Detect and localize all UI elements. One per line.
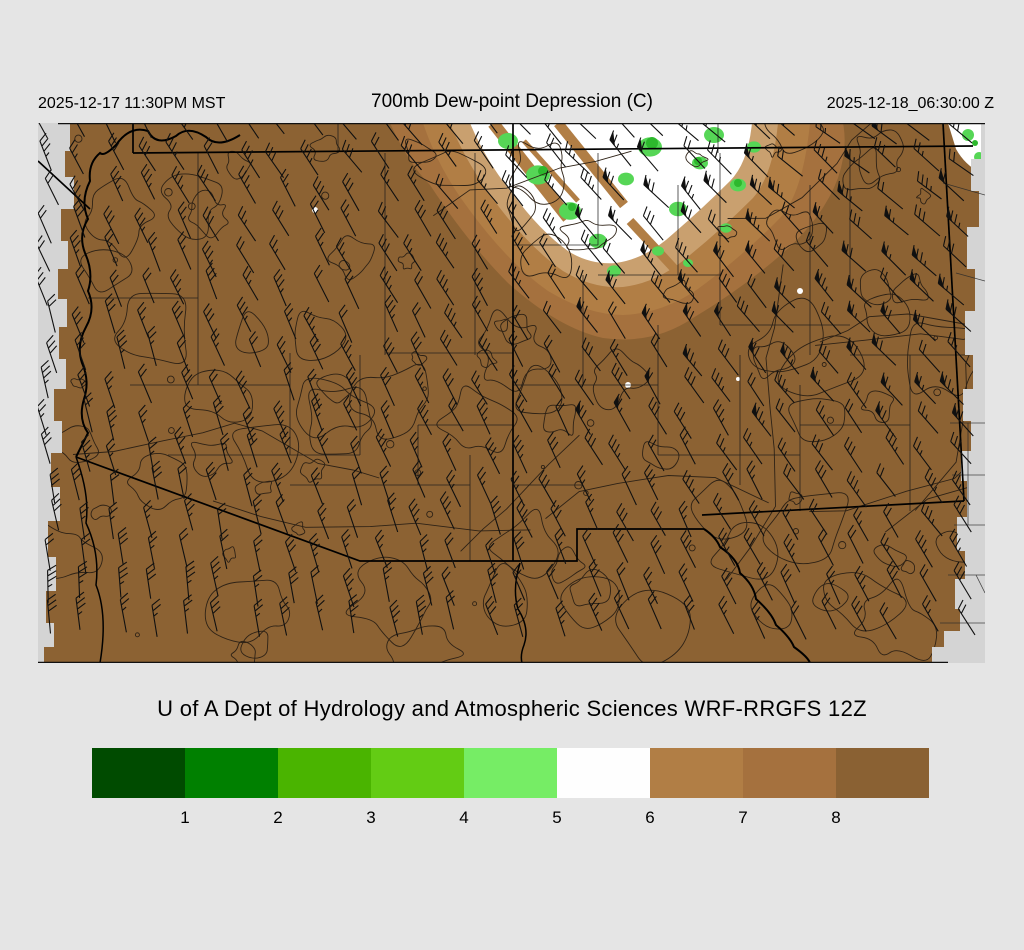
colorbar-tick-label: 7 (738, 808, 748, 827)
wind-barbs (38, 123, 976, 640)
colorbar-tick-label: 3 (366, 808, 376, 827)
border-37N (132, 145, 974, 154)
colorbar-tick-label: 4 (459, 808, 469, 827)
border-nm-tx (701, 500, 965, 516)
colorbar-tick-label: 8 (831, 808, 841, 827)
colorbar-segment (836, 748, 929, 798)
rio-grande (703, 528, 811, 663)
county-lines (88, 123, 968, 561)
colorado-river (75, 128, 241, 458)
colorbar-segment (650, 748, 743, 798)
border-nv-ca (38, 160, 91, 210)
colorbar-segment (185, 748, 278, 798)
colorbar-segment (743, 748, 836, 798)
colorbar-segment (371, 748, 464, 798)
colorbar-segment (464, 748, 557, 798)
colorbar-tick-labels: 1 2 3 4 5 6 7 8 (92, 798, 929, 832)
forecast-map-graphic (38, 123, 985, 663)
colorbar-tick-label: 1 (180, 808, 190, 827)
plot-title: 700mb Dew-point Depression (C) (371, 91, 653, 112)
plot-frame (38, 123, 985, 663)
colorbar-tick-label: 6 (645, 808, 655, 827)
border-mexico (75, 456, 704, 562)
colorbar-segment (278, 748, 371, 798)
valid-time-utc: 2025-12-18_06:30:00 Z (826, 95, 994, 112)
colorbar: 1 2 3 4 5 6 7 8 (92, 748, 929, 832)
credit-line: U of A Dept of Hydrology and Atmospheric… (157, 696, 867, 721)
colorbar-tick-label: 2 (273, 808, 283, 827)
valid-time-local: 2025-12-17 11:30PM MST (38, 95, 226, 112)
forecast-map (38, 123, 985, 663)
rivers (75, 128, 527, 663)
colorbar-segment (557, 748, 650, 798)
state-borders (38, 123, 974, 663)
colorbar-segment (92, 748, 185, 798)
colorbar-tick-label: 5 (552, 808, 562, 827)
colorbar-segments (92, 748, 929, 798)
margin-county-lines (936, 182, 985, 663)
